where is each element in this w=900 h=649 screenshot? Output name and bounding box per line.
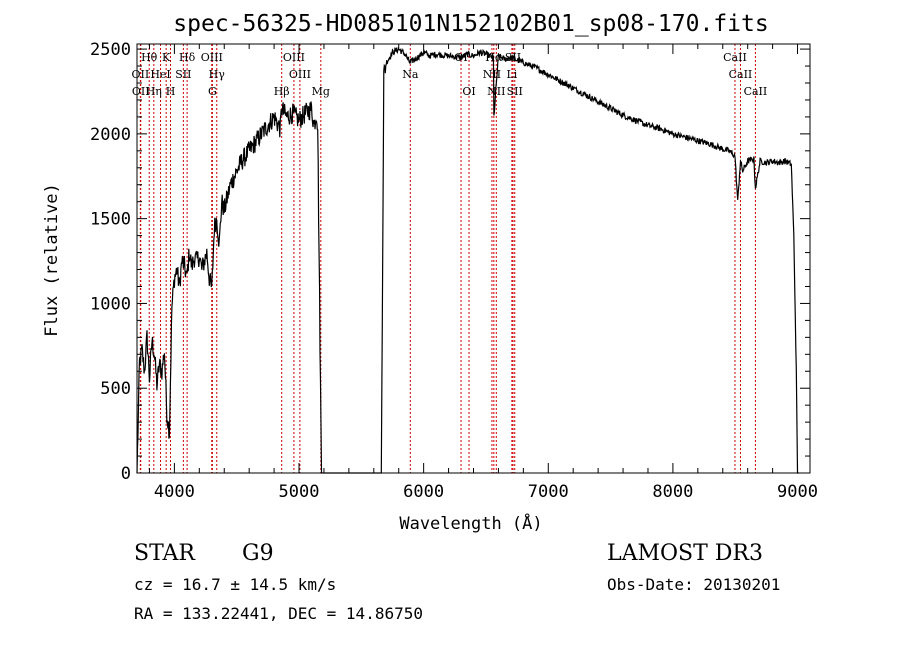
- line-markers: [139, 44, 756, 473]
- y-tick-label: 1500: [90, 210, 131, 230]
- line-label: OIII: [201, 51, 223, 64]
- x-axis-ticks: 4000 5000 6000 7000 8000 9000: [148, 44, 818, 502]
- object-class: STAR: [134, 541, 196, 566]
- line-label: Hδ: [179, 51, 196, 64]
- line-label: K: [162, 51, 171, 64]
- line-label: SII: [507, 85, 523, 98]
- x-tick-label: 9000: [777, 482, 818, 502]
- coordinates: RA = 133.22441, DEC = 14.86750: [134, 604, 423, 623]
- line-label: NII: [487, 85, 505, 98]
- line-label: HeI: [150, 68, 170, 81]
- x-tick-label: 5000: [279, 482, 320, 502]
- line-label: Hη: [146, 85, 162, 98]
- survey-name: LAMOST DR3: [607, 541, 763, 566]
- chart-title: spec-56325-HD085101N152102B01_sp08-170.f…: [173, 11, 768, 37]
- line-label: CaII: [744, 85, 768, 98]
- line-label: Li: [506, 68, 517, 81]
- line-label: OII: [132, 68, 150, 81]
- line-label: OIII: [289, 68, 311, 81]
- line-label: Na: [402, 68, 419, 81]
- x-axis-label: Wavelength (Å): [399, 512, 542, 534]
- obs-date: Obs-Date: 20130201: [607, 575, 780, 594]
- line-label: Mg: [312, 85, 330, 98]
- y-tick-label: 1000: [90, 294, 131, 314]
- y-tick-label: 500: [100, 379, 131, 399]
- x-tick-label: 4000: [154, 482, 195, 502]
- line-label: Hθ: [141, 51, 158, 64]
- line-label: Hγ: [209, 68, 226, 81]
- velocity: cz = 16.7 ± 14.5 km/s: [134, 575, 336, 594]
- line-label: CaII: [729, 68, 753, 81]
- line-label: H: [166, 85, 176, 98]
- line-label: OIII: [283, 51, 305, 64]
- subclass: G9: [242, 541, 274, 566]
- y-axis-ticks: 0 500 1000 1500 2000 2500: [90, 40, 810, 484]
- x-tick-label: 7000: [528, 482, 569, 502]
- line-label: OI: [462, 85, 475, 98]
- x-tick-label: 8000: [652, 482, 693, 502]
- line-label: OII: [132, 85, 150, 98]
- x-tick-label: 6000: [403, 482, 444, 502]
- y-tick-label: 2000: [90, 125, 131, 145]
- line-label: SII: [175, 68, 191, 81]
- line-label: CaII: [723, 51, 747, 64]
- line-label: G: [208, 85, 217, 98]
- line-label: NII: [483, 68, 501, 81]
- line-label: Hβ: [274, 85, 290, 98]
- spectrum-line: [136, 46, 799, 474]
- y-axis-label: Flux (relative): [42, 183, 62, 337]
- y-tick-label: 2500: [90, 40, 131, 60]
- plot-frame: [136, 43, 811, 474]
- y-tick-label: 0: [121, 464, 131, 484]
